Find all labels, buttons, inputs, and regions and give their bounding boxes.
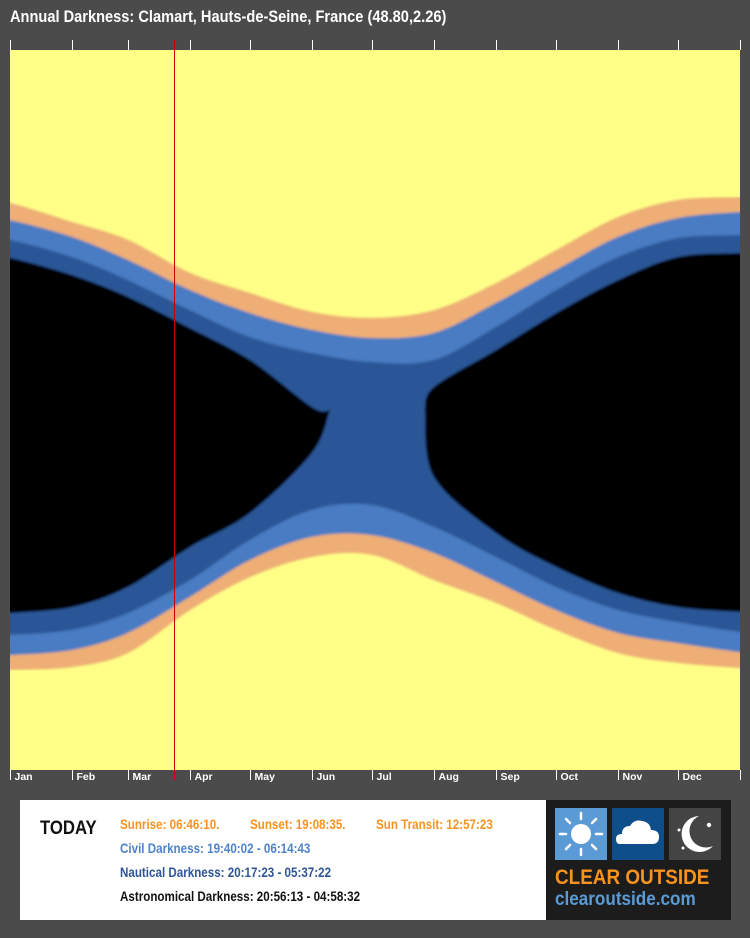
astronomical-darkness-text: Astronomical Darkness: 20:56:13 - 04:58:… (120, 889, 361, 904)
cloud-icon (612, 808, 664, 860)
month-label: Mar (133, 771, 152, 783)
chart-title: Annual Darkness: Clamart, Hauts-de-Seine… (10, 7, 447, 26)
astronomical-darkness-band (10, 257, 330, 614)
moon-stars-icon (669, 808, 721, 860)
month-label: Dec (683, 771, 702, 783)
sunset-text: Sunset: 19:08:35. (250, 817, 346, 832)
clear-outside-logo[interactable]: CLEAR OUTSIDE clearoutside.com (546, 800, 731, 920)
today-label: TODAY (40, 818, 97, 839)
astronomical-darkness-band (424, 253, 740, 612)
month-label: Jun (317, 771, 336, 783)
annual-darkness-chart: Jan Feb Mar Apr May Jun Jul Aug Sep Oct Nov Dec (10, 40, 741, 783)
logo-name: CLEAR OUTSIDE (555, 866, 710, 889)
month-label: Aug (439, 771, 459, 783)
sun-transit-text: Sun Transit: 12:57:23 (376, 817, 493, 832)
today-panel: TODAY Sunrise: 06:46:10. Sunset: 19:08:3… (20, 800, 546, 920)
month-label: Apr (195, 771, 213, 783)
sun-icon (555, 808, 607, 860)
civil-darkness-text: Civil Darkness: 19:40:02 - 06:14:43 (120, 841, 311, 856)
month-label: Oct (561, 771, 579, 783)
sunrise-text: Sunrise: 06:46:10. (120, 817, 220, 832)
month-label: Jan (15, 771, 33, 783)
month-label: Nov (623, 771, 643, 783)
month-label: Feb (77, 771, 96, 783)
nautical-darkness-text: Nautical Darkness: 20:17:23 - 05:37:22 (120, 865, 332, 880)
month-label: May (255, 771, 276, 783)
month-label: Sep (501, 771, 520, 783)
logo-url[interactable]: clearoutside.com (555, 889, 696, 910)
month-label: Jul (377, 771, 392, 783)
